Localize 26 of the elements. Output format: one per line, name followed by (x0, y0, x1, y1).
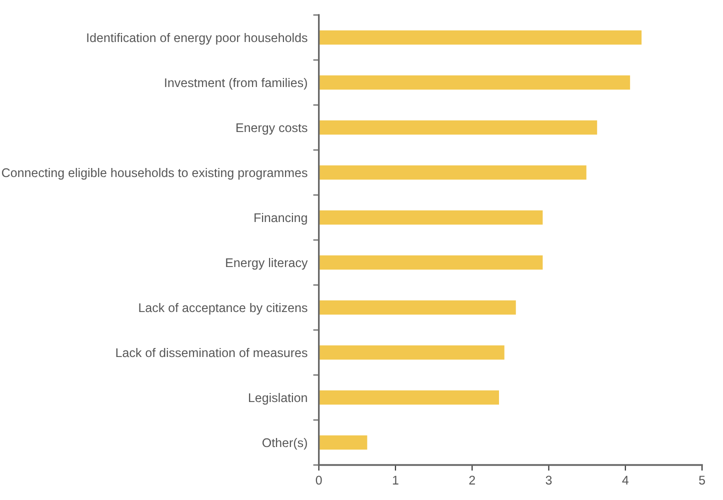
bar (318, 298, 518, 316)
y-tick-label: Financing (254, 212, 307, 225)
y-tick-label: Lack of dissemination of measures (116, 348, 308, 358)
bar (318, 74, 632, 92)
x-tick-label: 2 (469, 476, 475, 484)
y-tick-label: Energy costs (236, 123, 308, 135)
y-tick-label: Investment (from families) (165, 78, 307, 90)
bar (318, 388, 500, 406)
y-tick-label: Connecting eligible households to existing programmes (2, 168, 308, 180)
bar (318, 164, 588, 182)
bar (318, 434, 369, 452)
bar (318, 254, 544, 272)
y-tick-label: Legislation (248, 392, 307, 405)
x-tick-label: 0 (316, 476, 322, 485)
bar (318, 208, 544, 226)
x-tick-label: 4 (622, 476, 629, 484)
y-tick-label: Identification of energy poor households (87, 32, 308, 45)
y-tick-label: Energy literacy (226, 258, 308, 270)
bar (318, 28, 643, 46)
x-tick-label: 3 (546, 476, 552, 485)
bar (318, 118, 598, 136)
x-tick-label: 1 (392, 476, 398, 484)
bar (318, 344, 506, 362)
y-tick-label: Other(s) (262, 438, 307, 450)
x-tick-label: 5 (699, 476, 705, 485)
y-tick-label: Lack of acceptance by citizens (139, 302, 308, 315)
